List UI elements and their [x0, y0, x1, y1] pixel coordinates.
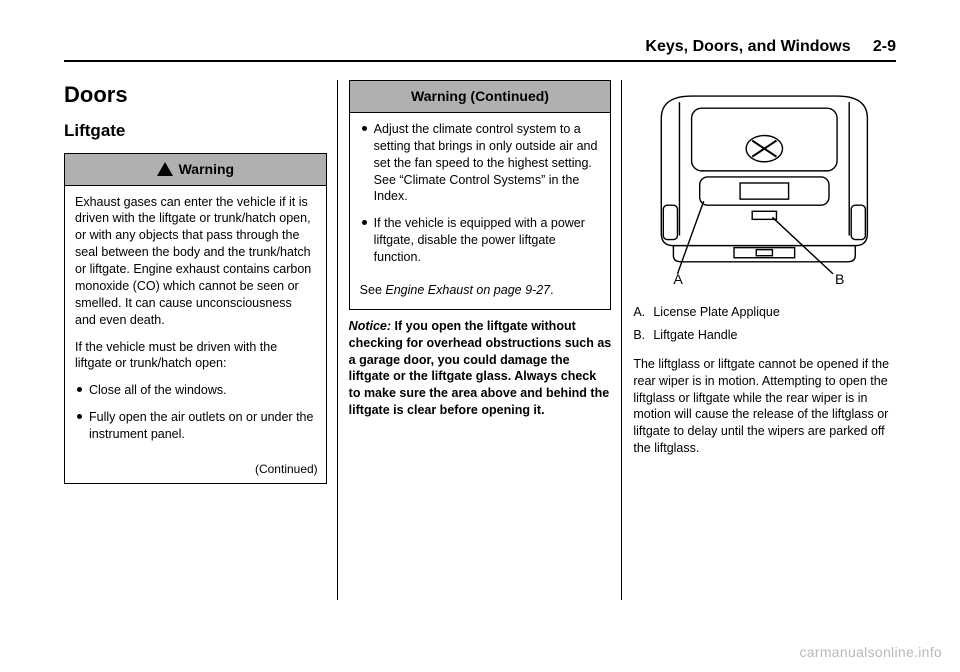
warning-paragraph-1: Exhaust gases can enter the vehicle if i… — [75, 194, 316, 329]
notice-paragraph: Notice: If you open the liftgate without… — [349, 318, 612, 419]
warning-bullet-2: Fully open the air outlets on or under t… — [77, 409, 316, 443]
heading-liftgate: Liftgate — [64, 120, 327, 143]
content-columns: Doors Liftgate Warning Exhaust gases can… — [64, 80, 896, 600]
header-page: 2-9 — [873, 38, 896, 55]
legend-item-a: A. License Plate Applique — [633, 304, 896, 321]
column-3: A B A. License Plate Applique B. Liftgat… — [633, 80, 896, 600]
warning-triangle-icon — [157, 162, 173, 176]
legend-letter-b: B. — [633, 327, 645, 344]
warning-title: Warning — [65, 154, 326, 186]
warning-bullet-4: If the vehicle is equipped with a power … — [362, 215, 601, 266]
see-reference: See Engine Exhaust on page 9-27. — [350, 280, 611, 309]
liftgate-svg: A B — [633, 80, 896, 290]
see-prefix: See — [360, 283, 386, 297]
warning-bullets: Close all of the windows. Fully open the… — [75, 382, 316, 443]
diagram-label-b: B — [835, 271, 844, 287]
watermark: carmanualsonline.info — [800, 644, 943, 660]
see-suffix: . — [550, 283, 553, 297]
header-section: Keys, Doors, and Windows — [645, 38, 850, 55]
notice-lead: Notice: — [349, 319, 391, 333]
warning-paragraph-2: If the vehicle must be driven with the l… — [75, 339, 316, 373]
column-1: Doors Liftgate Warning Exhaust gases can… — [64, 80, 327, 600]
diagram-label-a: A — [674, 271, 684, 287]
warning-body: Exhaust gases can enter the vehicle if i… — [65, 186, 326, 457]
column-separator-1 — [337, 80, 338, 600]
warning-bullet-1: Close all of the windows. — [77, 382, 316, 399]
legend-text-b: Liftgate Handle — [653, 328, 737, 342]
warning-title-text: Warning — [179, 160, 234, 179]
warning-box-continued: Warning (Continued) Adjust the climate c… — [349, 80, 612, 310]
see-link: Engine Exhaust on page 9-27 — [385, 283, 550, 297]
liftgate-diagram: A B — [633, 80, 896, 290]
warning-title-continued: Warning (Continued) — [350, 81, 611, 113]
warning-box: Warning Exhaust gases can enter the vehi… — [64, 153, 327, 484]
column-separator-2 — [621, 80, 622, 600]
heading-doors: Doors — [64, 80, 327, 110]
warning-body-continued: Adjust the climate control system to a s… — [350, 113, 611, 280]
warning-bullet-3: Adjust the climate control system to a s… — [362, 121, 601, 205]
legend-text-a: License Plate Applique — [653, 305, 779, 319]
legend-letter-a: A. — [633, 304, 645, 321]
page-header: Keys, Doors, and Windows 2-9 — [64, 38, 896, 62]
liftglass-paragraph: The liftglass or liftgate cannot be open… — [633, 356, 896, 457]
warning-bullets-continued: Adjust the climate control system to a s… — [360, 121, 601, 266]
manual-page: Keys, Doors, and Windows 2-9 Doors Liftg… — [64, 38, 896, 634]
notice-body: If you open the liftgate without checkin… — [349, 319, 612, 417]
column-2: Warning (Continued) Adjust the climate c… — [349, 80, 612, 600]
legend-item-b: B. Liftgate Handle — [633, 327, 896, 344]
diagram-legend: A. License Plate Applique B. Liftgate Ha… — [633, 304, 896, 344]
continued-label: (Continued) — [65, 457, 326, 483]
warning-title-continued-text: Warning (Continued) — [411, 87, 549, 106]
